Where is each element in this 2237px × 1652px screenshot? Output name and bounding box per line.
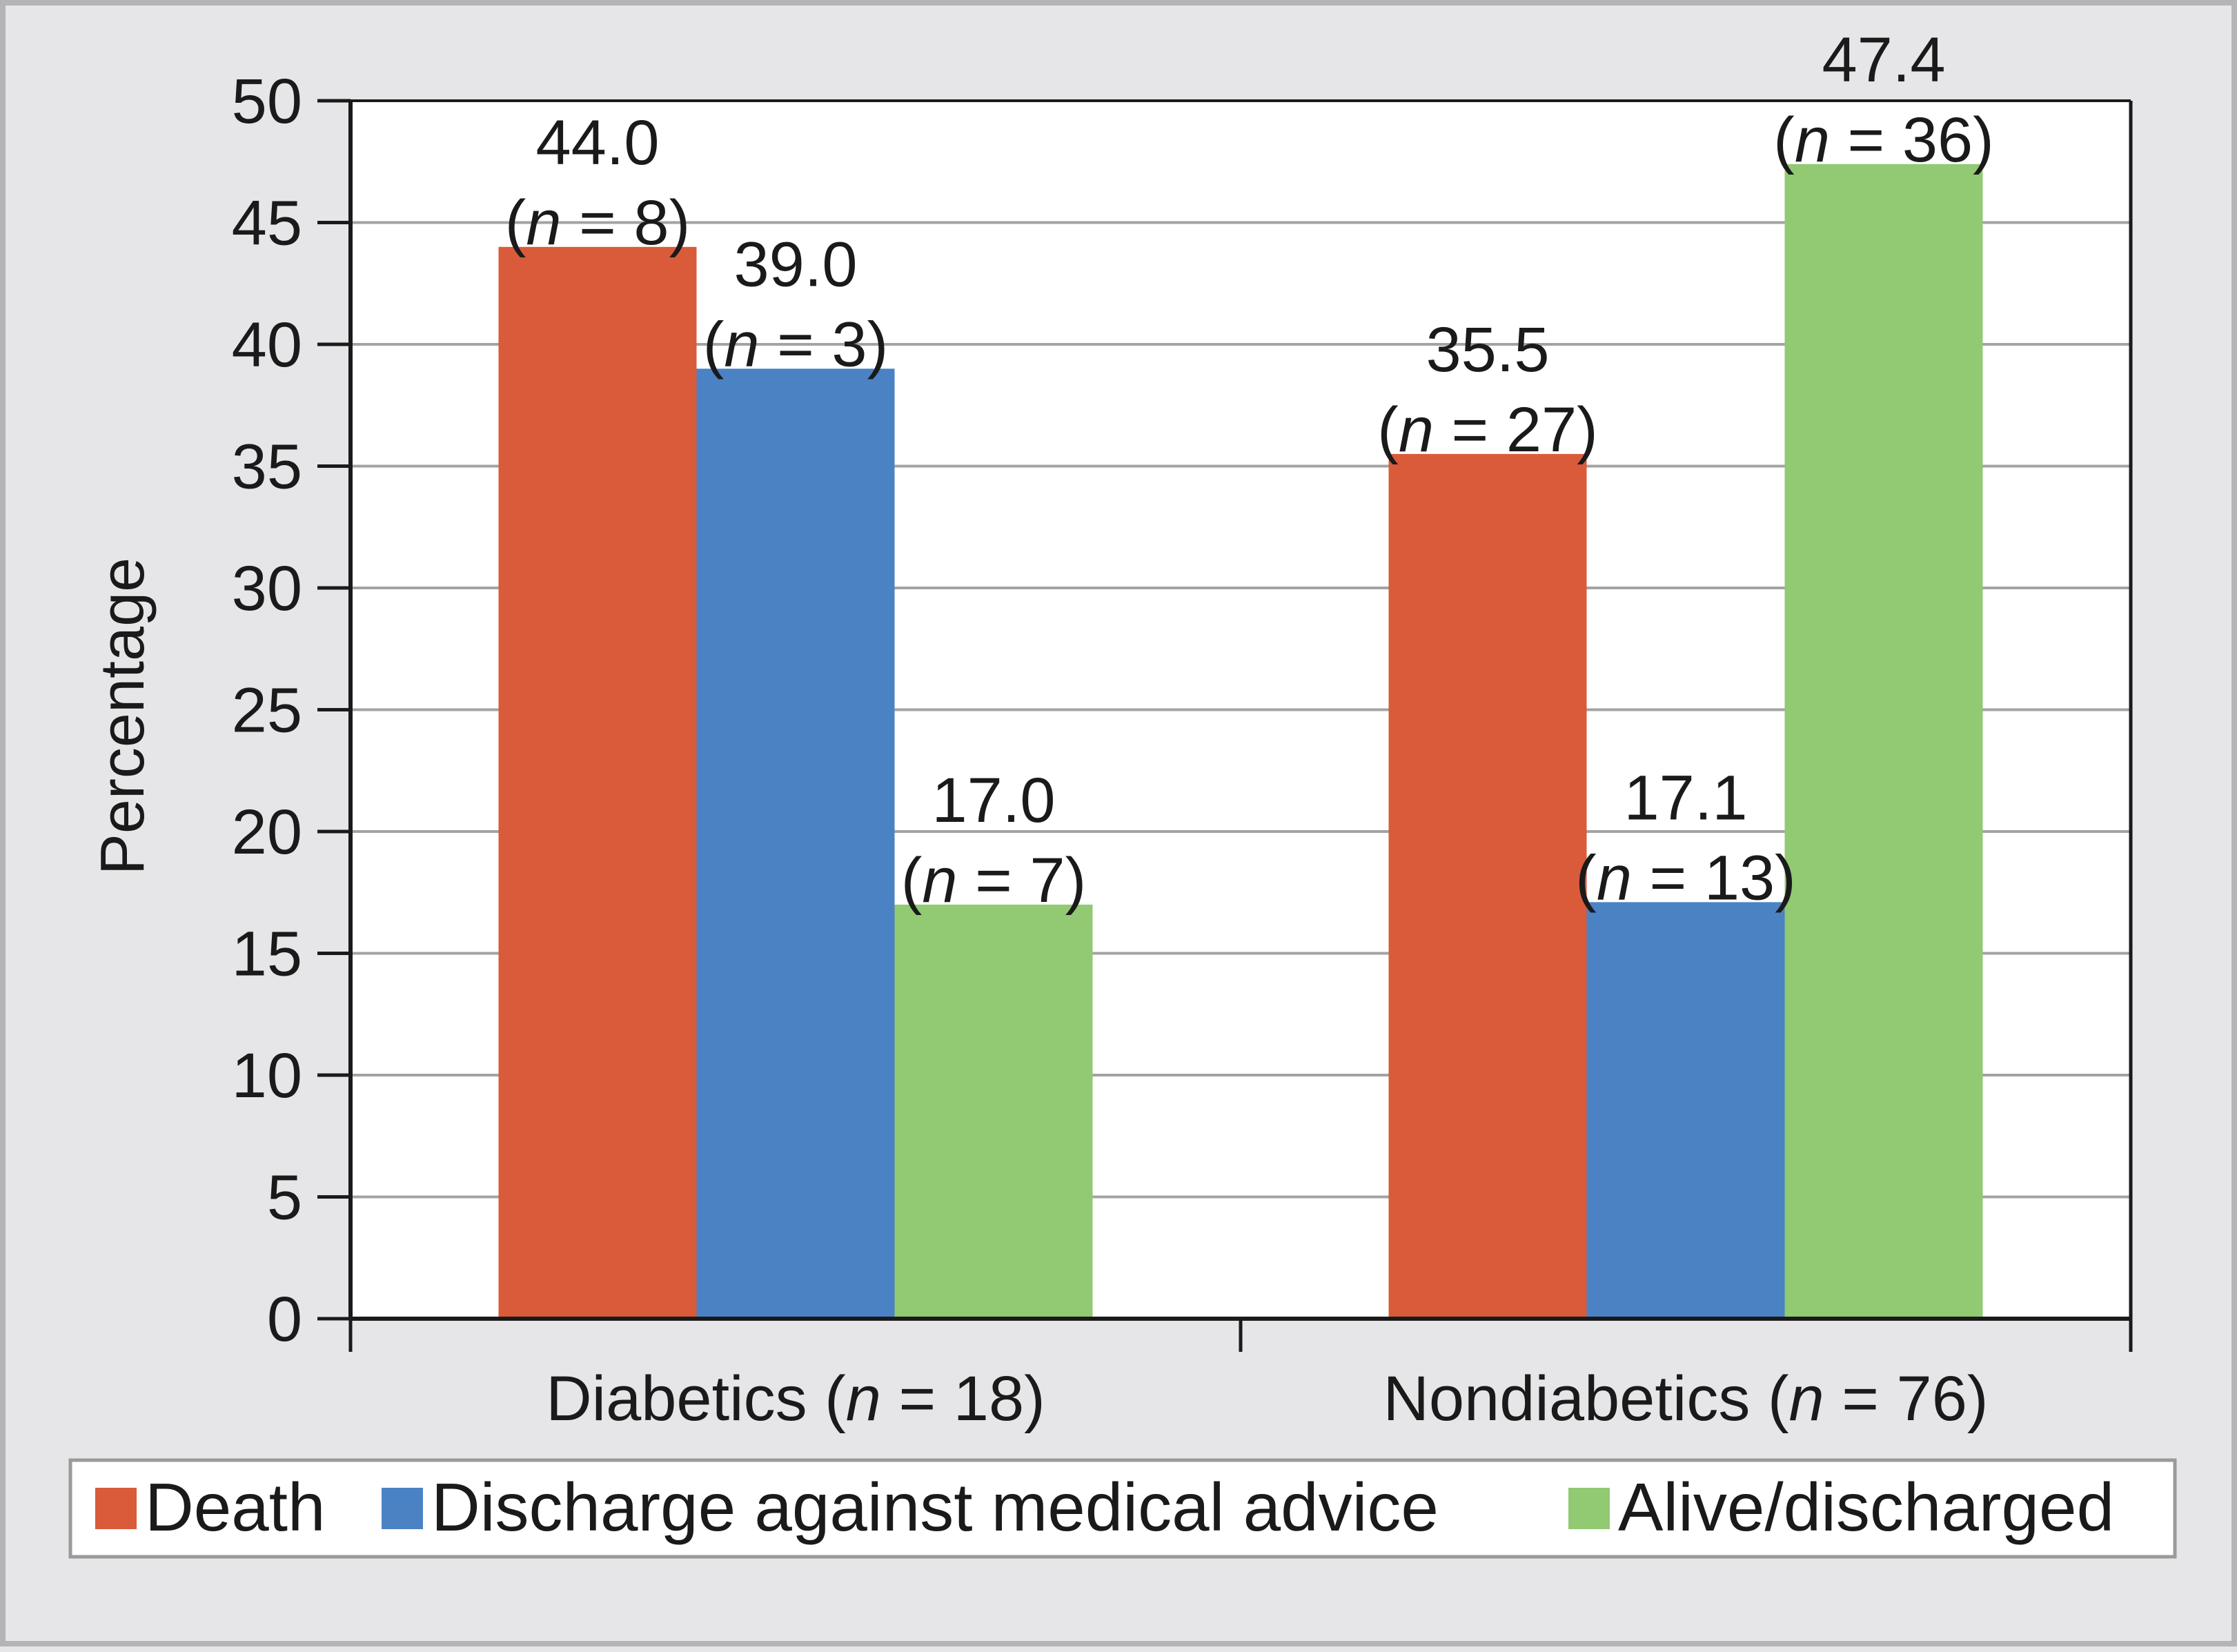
data-label-value: 44.0 [535, 108, 659, 178]
legend-label: Alive/discharged [1618, 1469, 2114, 1545]
legend-swatch [95, 1488, 137, 1529]
axes [317, 99, 2133, 1352]
data-label-count: (n = 13) [1575, 843, 1796, 913]
legend-swatch [1568, 1488, 1610, 1529]
y-tick-label: 40 [232, 310, 302, 380]
bars [498, 164, 1983, 1319]
y-tick-label: 35 [232, 432, 302, 502]
data-label-count: (n = 7) [901, 845, 1086, 916]
data-label-value: 17.0 [932, 765, 1055, 836]
data-label-value: 35.5 [1426, 315, 1549, 385]
legend-label: Death [145, 1469, 326, 1545]
y-tick-label: 20 [232, 797, 302, 867]
data-label-count: (n = 36) [1773, 105, 1994, 175]
y-tick-label: 30 [232, 553, 302, 624]
y-tick-label: 45 [232, 188, 302, 259]
legend: Death Discharge against medical advice Ali… [68, 1458, 2177, 1559]
data-label-count: (n = 8) [505, 188, 690, 258]
category-label-0: Diabetics (n = 18) [546, 1364, 1045, 1434]
category-labels: Diabetics (n = 18) Nondiabetics (n = 76) [546, 1364, 1988, 1434]
y-tick-label: 15 [232, 919, 302, 990]
y-tick-label: 10 [232, 1041, 302, 1111]
bar-discharge-against-medical-advice-1 [1586, 902, 1785, 1319]
y-axis-title: Percentage [88, 558, 157, 875]
bar-discharge-against-medical-advice-0 [696, 368, 895, 1319]
data-label-count: (n = 3) [703, 309, 888, 380]
y-tick-label: 5 [267, 1163, 302, 1233]
legend-label: Discharge against medical advice [431, 1469, 1439, 1545]
y-tick-label: 50 [232, 66, 302, 137]
bar-chart: 0 5 10 15 20 25 30 35 40 45 50 Percentage Diabetic… [68, 25, 2177, 1559]
y-tick-labels: 0 5 10 15 20 25 30 35 40 45 50 [232, 66, 302, 1355]
y-tick-label: 0 [267, 1284, 302, 1355]
data-label-value: 47.4 [1822, 25, 1945, 95]
bar-death-1 [1388, 453, 1587, 1319]
data-label-value: 39.0 [733, 229, 857, 299]
bar-alive-discharged-1 [1784, 164, 1983, 1319]
legend-swatch [382, 1488, 423, 1529]
data-label-value: 17.1 [1624, 763, 1747, 833]
category-label-1: Nondiabetics (n = 76) [1383, 1364, 1988, 1434]
bar-death-0 [498, 246, 697, 1319]
bar-alive-discharged-0 [894, 904, 1093, 1319]
data-labels: 44.0 (n = 8) 39.0 (n = 3) 17.0 (n = 7) 35.5 (n … [505, 25, 1994, 916]
y-tick-label: 25 [232, 676, 302, 746]
data-label-count: (n = 27) [1377, 395, 1598, 465]
